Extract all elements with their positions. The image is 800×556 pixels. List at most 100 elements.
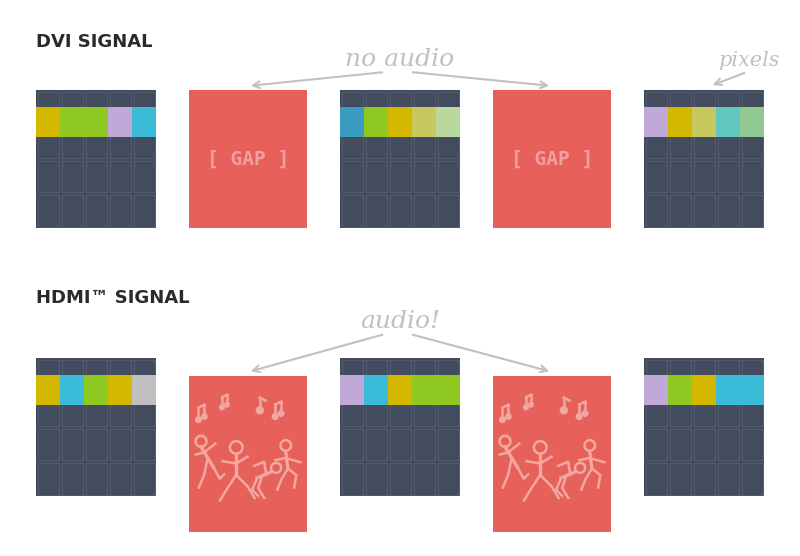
Bar	[694, 92, 714, 123]
Bar	[644, 90, 764, 228]
Bar	[342, 394, 362, 425]
Bar	[340, 358, 460, 496]
Bar	[742, 126, 762, 157]
Bar	[134, 195, 154, 226]
Bar	[110, 463, 130, 494]
Circle shape	[272, 414, 278, 419]
Bar	[414, 195, 434, 226]
Bar	[134, 126, 154, 157]
Bar	[36, 375, 60, 405]
Bar	[390, 92, 410, 123]
Circle shape	[582, 411, 588, 416]
Bar	[108, 375, 132, 405]
Bar	[38, 92, 58, 123]
Bar	[86, 463, 106, 494]
Bar	[60, 375, 84, 405]
Bar	[646, 92, 666, 123]
Bar	[36, 358, 156, 496]
Bar	[646, 195, 666, 226]
Bar	[86, 92, 106, 123]
Bar	[718, 429, 738, 460]
Bar	[86, 394, 106, 425]
Bar	[132, 107, 156, 137]
Bar	[62, 161, 82, 192]
Bar	[436, 107, 460, 137]
Circle shape	[220, 405, 225, 410]
Bar	[340, 90, 460, 228]
Text: HDMI™ SIGNAL: HDMI™ SIGNAL	[36, 289, 190, 307]
Bar	[742, 195, 762, 226]
Bar	[670, 394, 690, 425]
Bar	[366, 394, 386, 425]
Bar	[189, 376, 307, 532]
Bar	[646, 429, 666, 460]
Bar	[110, 360, 130, 391]
Bar	[438, 161, 458, 192]
Text: pixels: pixels	[718, 51, 780, 70]
Bar	[134, 360, 154, 391]
Bar	[134, 463, 154, 494]
Bar	[438, 463, 458, 494]
Bar	[742, 394, 762, 425]
Bar	[718, 463, 738, 494]
Bar	[366, 126, 386, 157]
Bar	[62, 360, 82, 391]
Bar	[340, 107, 364, 137]
Bar	[84, 375, 108, 405]
Bar	[742, 429, 762, 460]
Bar	[692, 107, 716, 137]
Bar	[342, 126, 362, 157]
Bar	[38, 394, 58, 425]
Bar	[340, 375, 364, 405]
Circle shape	[576, 414, 582, 419]
Text: [ GAP ]: [ GAP ]	[207, 150, 289, 168]
Bar	[84, 107, 108, 137]
Bar	[134, 429, 154, 460]
Bar	[366, 463, 386, 494]
Bar	[670, 463, 690, 494]
Text: no audio: no audio	[346, 48, 454, 72]
Bar	[342, 463, 362, 494]
Bar	[718, 394, 738, 425]
Bar	[414, 394, 434, 425]
Bar	[38, 360, 58, 391]
Bar	[38, 429, 58, 460]
Bar	[110, 394, 130, 425]
Bar	[694, 161, 714, 192]
Bar	[694, 195, 714, 226]
Bar	[414, 360, 434, 391]
Text: DVI SIGNAL: DVI SIGNAL	[36, 33, 153, 51]
Circle shape	[202, 414, 207, 419]
Circle shape	[225, 403, 230, 407]
Bar	[110, 92, 130, 123]
Bar	[438, 126, 458, 157]
Bar	[668, 375, 692, 405]
Bar	[390, 195, 410, 226]
Bar	[134, 394, 154, 425]
Bar	[366, 92, 386, 123]
Bar	[342, 161, 362, 192]
Bar	[412, 107, 436, 137]
Bar	[742, 463, 762, 494]
Bar	[86, 360, 106, 391]
Bar	[670, 360, 690, 391]
Bar	[62, 463, 82, 494]
Text: [ GAP ]: [ GAP ]	[511, 150, 593, 168]
Bar	[716, 107, 740, 137]
Bar	[740, 375, 764, 405]
Bar	[414, 463, 434, 494]
Bar	[493, 90, 611, 228]
Bar	[694, 394, 714, 425]
Bar	[670, 161, 690, 192]
Bar	[110, 161, 130, 192]
Bar	[414, 429, 434, 460]
Bar	[366, 195, 386, 226]
Bar	[390, 161, 410, 192]
Bar	[366, 429, 386, 460]
Bar	[694, 126, 714, 157]
Circle shape	[278, 411, 284, 416]
Bar	[670, 429, 690, 460]
Bar	[132, 375, 156, 405]
Bar	[670, 126, 690, 157]
Bar	[438, 360, 458, 391]
